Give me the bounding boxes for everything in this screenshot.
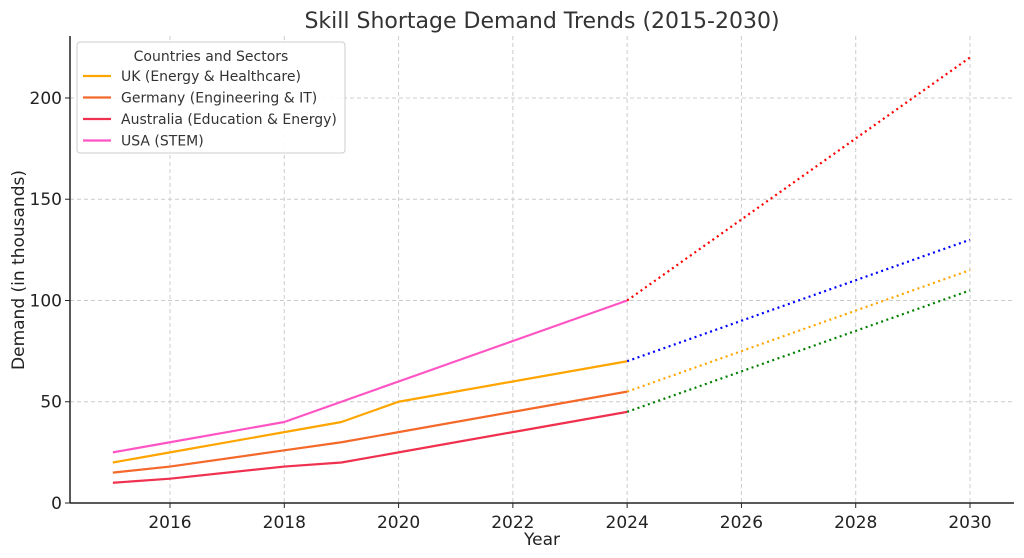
chart-title: Skill Shortage Demand Trends (2015-2030) bbox=[304, 9, 779, 34]
projection-line-2 bbox=[626, 269, 971, 393]
y-axis-label: Demand (in thousands) bbox=[9, 170, 29, 370]
x-tick-label: 2022 bbox=[491, 513, 534, 533]
legend-entry: UK (Energy & Healthcare) bbox=[121, 69, 301, 85]
x-tick-label: 2018 bbox=[263, 513, 306, 533]
x-tick-label: 2026 bbox=[720, 513, 763, 533]
y-tick-label: 200 bbox=[30, 89, 62, 109]
legend-entry: Australia (Education & Energy) bbox=[121, 112, 337, 128]
axes: 2016 2018 2020 2022 2024 2026 2028 2030 0 50 100 15… bbox=[30, 36, 1014, 533]
series-line-3 bbox=[112, 299, 628, 454]
legend-entry: Germany (Engineering & IT) bbox=[121, 91, 317, 107]
y-tick-label: 0 bbox=[51, 494, 62, 514]
legend: Countries and Sectors UK (Energy & Healt… bbox=[76, 41, 346, 154]
projection-line-1 bbox=[626, 238, 971, 363]
projection-line-0 bbox=[626, 56, 971, 302]
x-axis-label: Year bbox=[523, 530, 560, 550]
x-tick-label: 2030 bbox=[948, 513, 991, 533]
x-tick-label: 2020 bbox=[377, 513, 420, 533]
x-tick-label: 2016 bbox=[148, 513, 191, 533]
x-tick-label: 2028 bbox=[834, 513, 877, 533]
series-line-1 bbox=[112, 390, 628, 474]
projection-line-3 bbox=[626, 289, 971, 413]
y-tick-label: 150 bbox=[30, 190, 62, 210]
y-tick-label: 50 bbox=[40, 393, 62, 413]
series-line-2 bbox=[112, 410, 628, 484]
series-line-0 bbox=[112, 360, 628, 464]
series-lines bbox=[112, 56, 971, 484]
legend-entry: USA (STEM) bbox=[121, 134, 204, 150]
x-tick-label: 2024 bbox=[606, 513, 649, 533]
legend-title: Countries and Sectors bbox=[134, 49, 289, 65]
y-tick-label: 100 bbox=[30, 291, 62, 311]
legend-box bbox=[76, 41, 346, 154]
